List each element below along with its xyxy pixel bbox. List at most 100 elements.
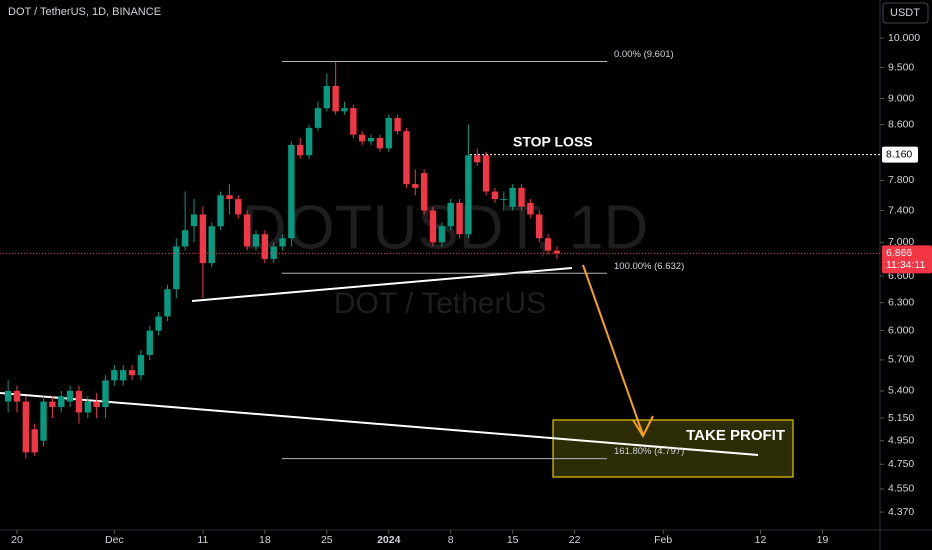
candle-body (155, 316, 162, 331)
candle-body (456, 202, 463, 235)
y-tick-label: 10.000 (888, 32, 920, 44)
fib-label: 100.00% (6.632) (614, 261, 684, 272)
x-tick-label: 25 (321, 534, 333, 546)
projection-arrow (582, 264, 644, 436)
candle-body (120, 370, 127, 381)
candle-body (465, 155, 472, 235)
candle-body (173, 246, 180, 290)
take-profit-box (552, 419, 794, 478)
fib-label: 161.80% (4.797) (614, 446, 684, 457)
y-tick-label: 7.000 (888, 236, 914, 248)
candle-body (544, 238, 552, 251)
candle-body (13, 390, 21, 402)
y-tick-label: 5.700 (888, 354, 914, 366)
y-tick-label: 6.300 (888, 296, 914, 308)
y-tick-label: 4.370 (888, 506, 914, 518)
arrow-head (632, 415, 654, 439)
candle-body (93, 401, 100, 408)
candle-body (447, 202, 454, 227)
candle-body (49, 401, 56, 408)
fib-label: 0.00% (9.601) (614, 49, 674, 60)
x-tick-label: 8 (448, 534, 454, 546)
candle-body (385, 117, 392, 149)
candle-body (270, 246, 277, 259)
x-tick-label: 2024 (377, 534, 401, 546)
x-tick-label: 22 (569, 534, 581, 546)
candle-body (553, 250, 561, 254)
long-trendline (0, 392, 759, 456)
y-tick-label: 4.950 (888, 434, 914, 446)
candle-body (429, 210, 437, 243)
candle-body (111, 370, 118, 381)
candle-body (323, 85, 330, 109)
candle-body (137, 354, 145, 376)
candle-body (376, 137, 384, 149)
x-tick-label: Feb (654, 534, 672, 546)
candle-body (305, 127, 313, 156)
currency-button[interactable] (882, 2, 929, 24)
candle-body (279, 238, 286, 247)
candle-body (491, 191, 499, 200)
watermark-name: DOT / TetherUS (334, 287, 546, 320)
candle-body (403, 131, 410, 185)
candle-body (412, 184, 419, 188)
candle-body (243, 214, 251, 247)
stop-loss-label: STOP LOSS (513, 133, 593, 149)
candle-body (438, 226, 446, 243)
current-price: 6.866 (886, 247, 912, 259)
candle-body (226, 195, 233, 200)
candle-body (536, 214, 543, 239)
candle-body (420, 173, 428, 211)
currency-label[interactable]: USDT (890, 7, 920, 19)
candle-body (146, 330, 153, 355)
candle-body (84, 401, 92, 413)
price-axis-bg (880, 0, 932, 550)
candle-body (208, 226, 215, 264)
candle-body (199, 214, 207, 264)
candle-body (235, 199, 242, 215)
current-price-tag (882, 245, 932, 274)
stop-loss-price: 8.160 (886, 148, 912, 160)
candle-body (40, 401, 47, 441)
candle-body (128, 370, 136, 376)
candle-body (350, 108, 357, 135)
candle-body (252, 234, 260, 247)
candle-body (518, 187, 525, 207)
y-tick-label: 8.600 (888, 118, 914, 130)
y-tick-label: 9.000 (888, 92, 914, 104)
candle-body (217, 195, 224, 227)
y-tick-label: 7.800 (888, 174, 914, 186)
candle-body (22, 401, 30, 453)
x-tick-label: 20 (11, 534, 23, 546)
y-tick-label: 7.400 (888, 204, 914, 216)
candle-body (66, 390, 74, 402)
candle-body (394, 117, 401, 132)
candle-body (332, 85, 339, 112)
x-tick-label: 11 (197, 534, 208, 546)
candle-body (102, 380, 109, 408)
candle-body (500, 199, 508, 201)
candle-body (75, 390, 83, 413)
y-tick-label: 5.400 (888, 385, 914, 397)
y-tick-label: 4.550 (888, 483, 914, 495)
candle-body (341, 108, 348, 112)
countdown: 11:34:11 (886, 259, 925, 271)
x-tick-label: Dec (105, 534, 124, 546)
candle-body (358, 134, 366, 142)
candle-body (297, 144, 304, 156)
take-profit-label: TAKE PROFIT (686, 427, 785, 444)
candle-body (288, 144, 295, 239)
y-tick-label: 4.750 (888, 458, 914, 470)
y-tick-label: 6.000 (888, 324, 914, 336)
candle-body (31, 429, 38, 453)
candle-body (314, 108, 322, 128)
y-tick-label: 5.150 (888, 412, 914, 424)
stop-loss-tag (882, 146, 918, 163)
candle-body (4, 390, 12, 402)
candle-body (367, 137, 375, 142)
candle-body (509, 187, 516, 207)
candle-body (527, 202, 534, 215)
y-tick-label: 9.500 (888, 61, 914, 73)
symbol-title: DOT / TetherUS, 1D, BINANCE (8, 6, 161, 18)
